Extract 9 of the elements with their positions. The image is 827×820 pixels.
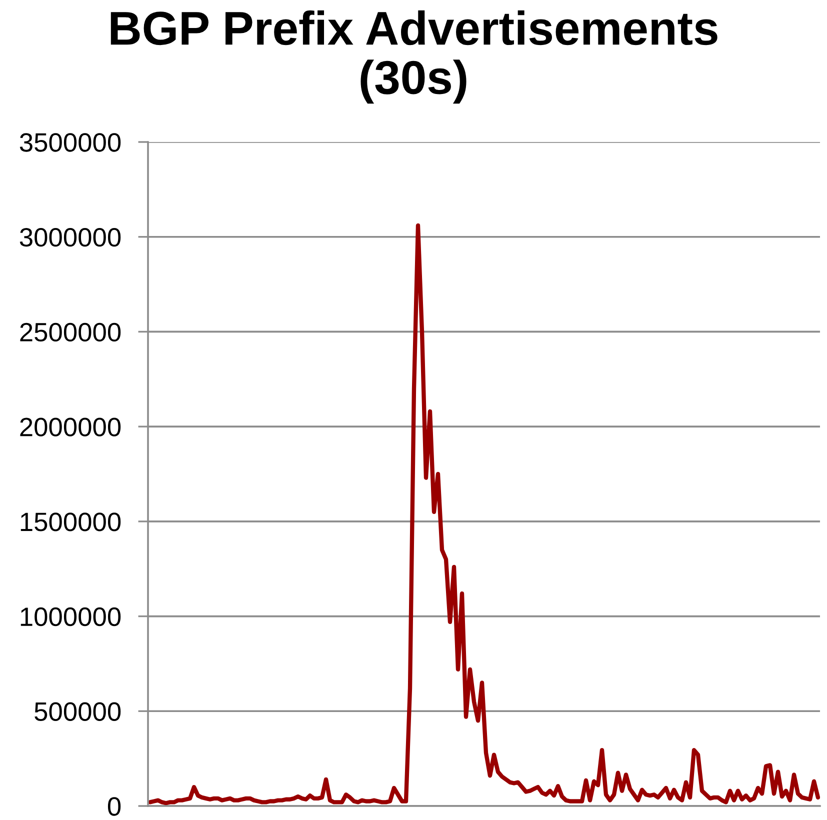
y-tick-label: 0 bbox=[108, 797, 121, 816]
y-tick-label: 2500000 bbox=[20, 322, 121, 342]
y-tick-label: 1000000 bbox=[20, 607, 121, 626]
y-tick-label: 500000 bbox=[34, 702, 121, 721]
y-tick-label: 3000000 bbox=[20, 228, 121, 247]
y-tick-label: 3500000 bbox=[20, 133, 121, 152]
y-tick-label: 2000000 bbox=[20, 418, 121, 436]
y-tick-label: 1500000 bbox=[20, 512, 121, 532]
chart-title: BGP Prefix Advertisements (30s) bbox=[110, 10, 718, 104]
